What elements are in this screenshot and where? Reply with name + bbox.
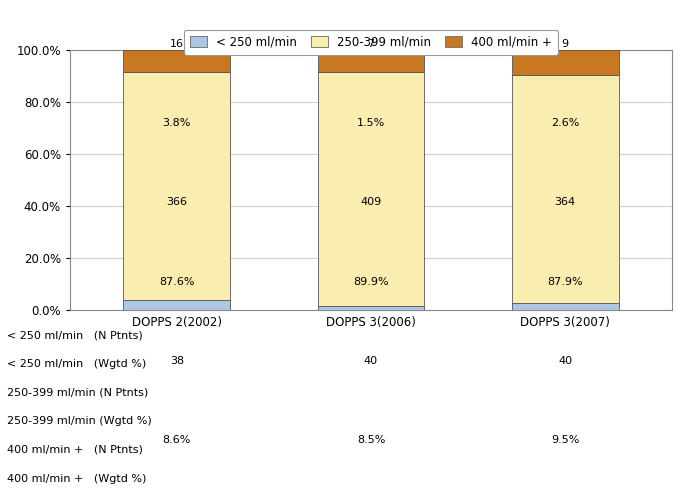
Text: 16: 16 — [170, 38, 184, 48]
Text: 366: 366 — [167, 198, 188, 207]
Text: 364: 364 — [554, 198, 576, 207]
Text: 409: 409 — [360, 198, 382, 207]
Text: 7: 7 — [368, 38, 374, 48]
Text: < 250 ml/min   (Wgtd %): < 250 ml/min (Wgtd %) — [7, 360, 146, 370]
Text: 250-399 ml/min (Wgtd %): 250-399 ml/min (Wgtd %) — [7, 416, 152, 426]
Text: 87.6%: 87.6% — [159, 276, 195, 286]
Bar — [512, 74, 619, 303]
Text: 40: 40 — [364, 356, 378, 366]
Text: 2.6%: 2.6% — [551, 118, 580, 128]
Text: 9: 9 — [561, 38, 569, 48]
Legend: < 250 ml/min, 250-399 ml/min, 400 ml/min +: < 250 ml/min, 250-399 ml/min, 400 ml/min… — [184, 30, 558, 54]
Text: 250-399 ml/min (N Ptnts): 250-399 ml/min (N Ptnts) — [7, 388, 148, 398]
Text: 89.9%: 89.9% — [354, 276, 388, 286]
Bar — [318, 50, 424, 72]
Bar — [123, 72, 230, 300]
Text: 9.5%: 9.5% — [551, 436, 580, 446]
Text: 38: 38 — [169, 356, 184, 366]
Text: 8.5%: 8.5% — [357, 436, 385, 446]
Bar — [123, 50, 230, 72]
Bar — [318, 306, 424, 310]
Text: 87.9%: 87.9% — [547, 276, 583, 286]
Text: 1.5%: 1.5% — [357, 118, 385, 128]
Bar — [123, 300, 230, 310]
Text: 8.6%: 8.6% — [162, 436, 191, 446]
Text: 400 ml/min +   (Wgtd %): 400 ml/min + (Wgtd %) — [7, 474, 146, 484]
Text: 3.8%: 3.8% — [162, 118, 191, 128]
Bar — [318, 72, 424, 306]
Bar — [512, 303, 619, 310]
Text: 40: 40 — [558, 356, 573, 366]
Bar — [512, 50, 619, 74]
Text: 400 ml/min +   (N Ptnts): 400 ml/min + (N Ptnts) — [7, 445, 143, 455]
Text: < 250 ml/min   (N Ptnts): < 250 ml/min (N Ptnts) — [7, 330, 143, 340]
